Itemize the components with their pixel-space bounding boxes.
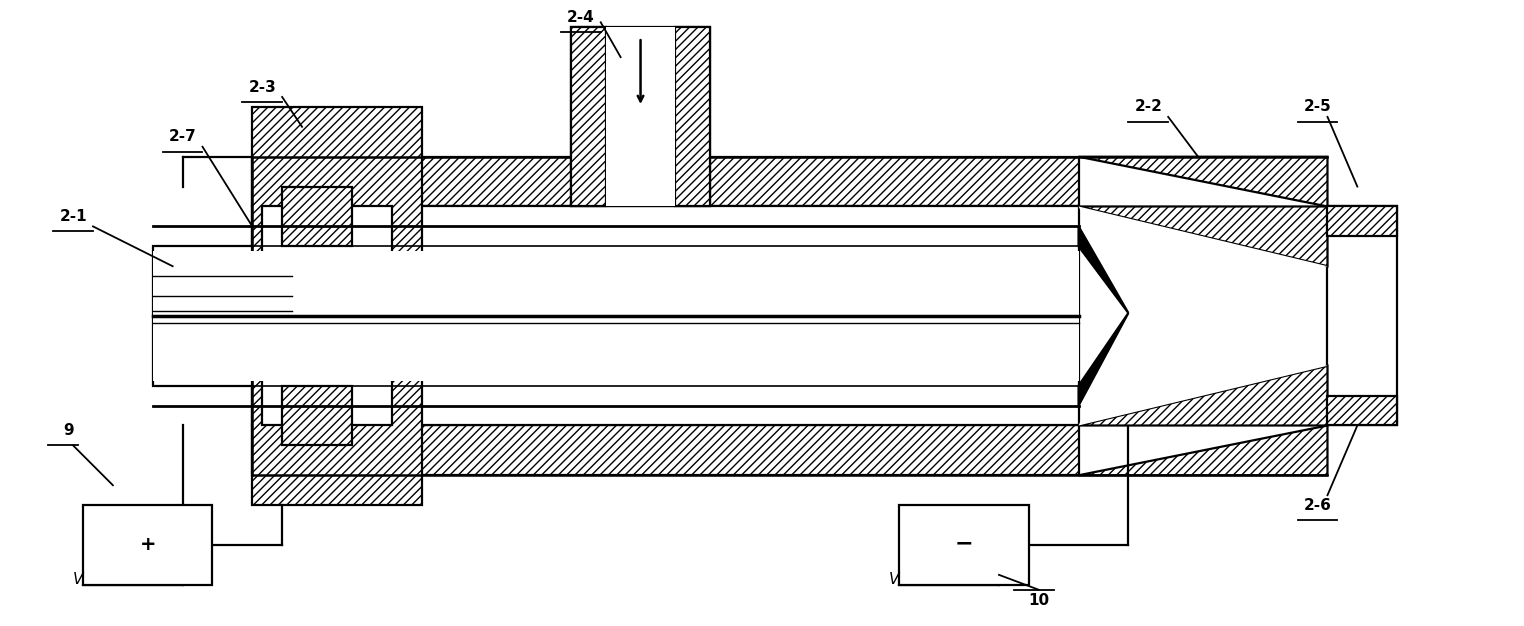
Polygon shape (1079, 156, 1327, 207)
Bar (82, 505, 212, 585)
Bar (152, 251, 1079, 381)
Text: −: − (956, 533, 974, 553)
Text: 2-7: 2-7 (169, 130, 197, 144)
Bar (572, 28, 605, 207)
Text: V: V (73, 572, 84, 587)
Bar (282, 187, 352, 246)
Polygon shape (1079, 227, 1128, 313)
Text: +: + (140, 535, 155, 555)
Bar (253, 107, 422, 505)
Bar (282, 386, 352, 446)
Text: 10: 10 (1029, 593, 1050, 608)
Polygon shape (1079, 426, 1327, 475)
Bar (899, 505, 1029, 585)
Text: 2-2: 2-2 (1134, 100, 1163, 115)
Text: 2-4: 2-4 (567, 10, 594, 25)
Bar (572, 28, 710, 207)
Bar (152, 246, 253, 386)
Text: 2-3: 2-3 (248, 80, 276, 95)
Bar (1327, 396, 1398, 426)
Text: 9: 9 (62, 423, 73, 438)
Bar (605, 28, 675, 207)
Bar (1327, 207, 1398, 426)
Bar (253, 207, 1079, 426)
Bar (262, 207, 392, 426)
Bar (253, 156, 1079, 207)
Polygon shape (1079, 227, 1128, 313)
Bar (675, 28, 710, 207)
Polygon shape (1079, 313, 1128, 406)
Polygon shape (1079, 313, 1327, 426)
Bar (262, 207, 392, 426)
Bar (253, 426, 1079, 475)
Polygon shape (1079, 366, 1327, 426)
Text: V: V (888, 572, 899, 587)
Text: 2-5: 2-5 (1303, 100, 1332, 115)
Text: 2-1: 2-1 (59, 209, 87, 224)
Polygon shape (1079, 313, 1128, 406)
Polygon shape (1079, 207, 1327, 266)
Text: 2-6: 2-6 (1303, 498, 1332, 513)
Polygon shape (1079, 207, 1327, 313)
Bar (1327, 207, 1398, 237)
